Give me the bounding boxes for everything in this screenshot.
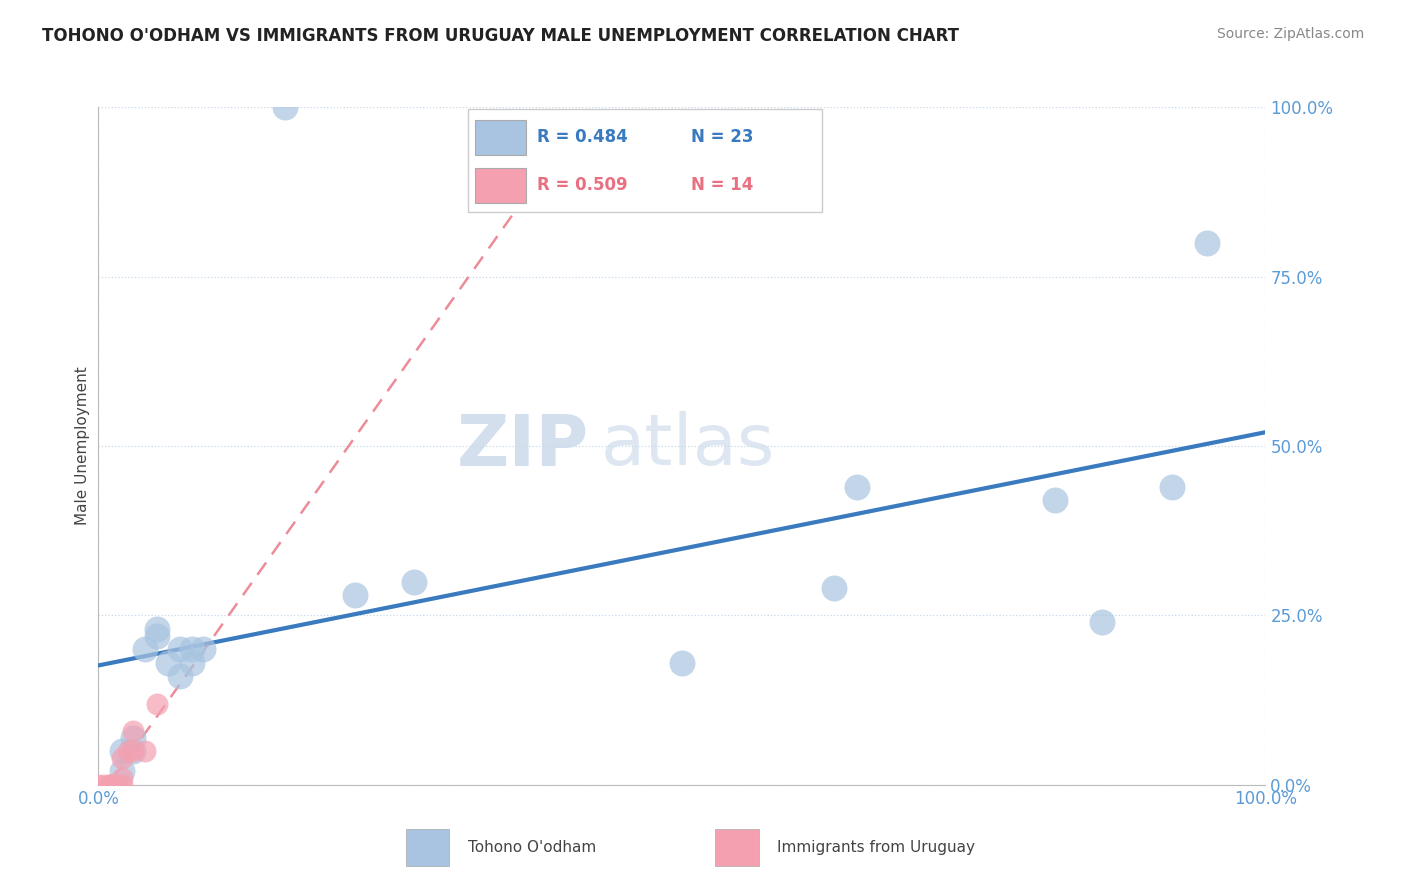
Point bbox=[1161, 480, 1184, 494]
FancyBboxPatch shape bbox=[475, 120, 526, 155]
Text: ZIP: ZIP bbox=[457, 411, 589, 481]
Point bbox=[111, 778, 134, 792]
Text: atlas: atlas bbox=[600, 411, 775, 481]
Point bbox=[823, 582, 845, 596]
Text: R = 0.484: R = 0.484 bbox=[537, 128, 628, 146]
Text: Source: ZipAtlas.com: Source: ZipAtlas.com bbox=[1216, 27, 1364, 41]
Point bbox=[111, 764, 134, 779]
Point bbox=[180, 656, 202, 670]
Point bbox=[104, 778, 127, 792]
Point bbox=[146, 629, 169, 643]
Point bbox=[274, 100, 297, 114]
Point bbox=[87, 778, 110, 792]
FancyBboxPatch shape bbox=[406, 829, 450, 866]
Point bbox=[98, 778, 121, 792]
Point bbox=[169, 642, 191, 657]
Point bbox=[846, 480, 869, 494]
Point bbox=[111, 771, 134, 785]
Point bbox=[134, 642, 156, 657]
Point bbox=[122, 723, 145, 738]
Text: R = 0.509: R = 0.509 bbox=[537, 177, 627, 194]
Point bbox=[1091, 615, 1114, 630]
FancyBboxPatch shape bbox=[468, 109, 823, 212]
Point bbox=[169, 669, 191, 683]
Point bbox=[671, 656, 693, 670]
Point bbox=[122, 744, 145, 758]
Text: N = 23: N = 23 bbox=[690, 128, 754, 146]
Point bbox=[1195, 235, 1218, 250]
Point bbox=[146, 697, 169, 711]
Point bbox=[157, 656, 180, 670]
Point bbox=[193, 642, 215, 657]
Y-axis label: Male Unemployment: Male Unemployment bbox=[75, 367, 90, 525]
Point bbox=[111, 744, 134, 758]
Point bbox=[1045, 493, 1067, 508]
FancyBboxPatch shape bbox=[475, 168, 526, 203]
Point bbox=[344, 588, 367, 602]
Point bbox=[146, 622, 169, 636]
Point bbox=[98, 778, 121, 792]
Point bbox=[111, 751, 134, 765]
Point bbox=[98, 778, 121, 792]
Text: Tohono O'odham: Tohono O'odham bbox=[468, 840, 596, 855]
Point bbox=[402, 574, 425, 589]
Point bbox=[122, 744, 145, 758]
Point bbox=[93, 778, 115, 792]
Point bbox=[180, 642, 202, 657]
Text: TOHONO O'ODHAM VS IMMIGRANTS FROM URUGUAY MALE UNEMPLOYMENT CORRELATION CHART: TOHONO O'ODHAM VS IMMIGRANTS FROM URUGUA… bbox=[42, 27, 959, 45]
Point bbox=[134, 744, 156, 758]
FancyBboxPatch shape bbox=[716, 829, 759, 866]
Point bbox=[117, 744, 139, 758]
Text: Immigrants from Uruguay: Immigrants from Uruguay bbox=[778, 840, 976, 855]
Point bbox=[122, 731, 145, 745]
Text: N = 14: N = 14 bbox=[690, 177, 754, 194]
